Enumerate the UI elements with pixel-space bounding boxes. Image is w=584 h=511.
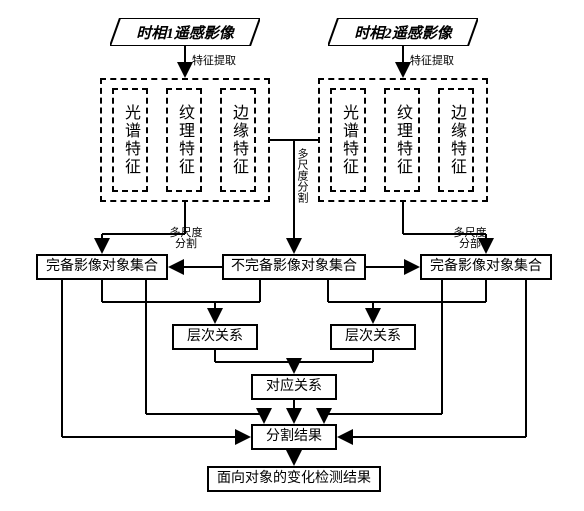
- input-phase1: 时相1遥感影像: [110, 18, 260, 46]
- complete-set-left: 完备影像对象集合: [36, 254, 168, 280]
- label-feature-extract-2: 特征提取: [410, 56, 454, 67]
- input-phase2-label: 时相2遥感影像: [354, 22, 452, 43]
- complete-set-right: 完备影像对象集合: [420, 254, 552, 280]
- hierarchy-right: 层次关系: [330, 324, 416, 350]
- label-multiscale-right: 多尺度 分部: [450, 228, 490, 250]
- feature2-texture: 纹理特征: [384, 88, 420, 192]
- input-phase1-label: 时相1遥感影像: [136, 22, 234, 43]
- segmentation-result: 分割结果: [251, 424, 337, 450]
- correspond-box: 对应关系: [251, 374, 337, 400]
- incomplete-set: 不完备影像对象集合: [222, 254, 366, 280]
- feature2-spectral: 光谱特征: [330, 88, 366, 192]
- label-feature-extract-1: 特征提取: [192, 56, 236, 67]
- feature1-spectral: 光谱特征: [112, 88, 148, 192]
- hierarchy-left: 层次关系: [172, 324, 258, 350]
- feature1-texture: 纹理特征: [166, 88, 202, 192]
- final-result: 面向对象的变化检测结果: [207, 466, 381, 492]
- input-phase2: 时相2遥感影像: [328, 18, 478, 46]
- label-multiscale-left: 多尺度 分割: [166, 228, 206, 250]
- feature1-edge: 边缘特征: [220, 88, 256, 192]
- label-multiscale-seg-center: 多尺度分割: [296, 148, 307, 203]
- feature2-edge: 边缘特征: [438, 88, 474, 192]
